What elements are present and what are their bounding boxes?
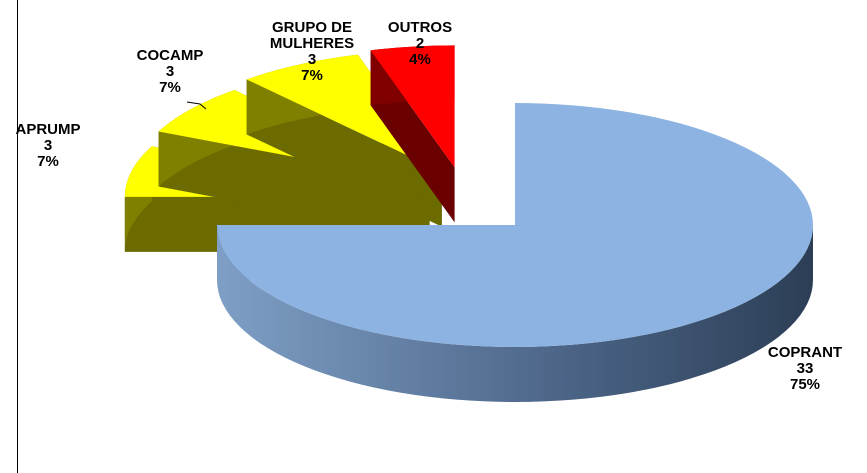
slice (370, 45, 455, 168)
data-label: GRUPO DE MULHERES 3 7% (262, 20, 362, 84)
data-label: COCAMP 3 7% (137, 48, 204, 96)
data-label: APRUMP 3 7% (15, 122, 80, 170)
label-name: GRUPO DE MULHERES (269, 19, 355, 52)
label-name: OUTROS (387, 19, 453, 36)
label-percent: 7% (159, 79, 181, 96)
label-percent: 7% (301, 67, 323, 84)
slice-side (158, 131, 430, 238)
label-value: 2 (415, 35, 425, 52)
label-value: 3 (43, 137, 53, 154)
label-value: 3 (165, 63, 175, 80)
label-percent: 4% (409, 51, 431, 68)
slice-wall (217, 225, 813, 402)
label-name: COPRANT (767, 344, 843, 361)
slice (246, 54, 442, 172)
label-value: 33 (796, 360, 814, 377)
data-label: OUTROS 2 4% (388, 20, 452, 68)
data-label: COPRANT 33 75% (768, 345, 842, 393)
leader-line (186, 101, 207, 110)
label-percent: 75% (789, 376, 821, 393)
label-percent: 7% (37, 153, 59, 170)
label-name: APRUMP (15, 121, 81, 138)
slice (217, 103, 813, 347)
label-value: 3 (307, 51, 317, 68)
label-name: COCAMP (136, 47, 204, 64)
